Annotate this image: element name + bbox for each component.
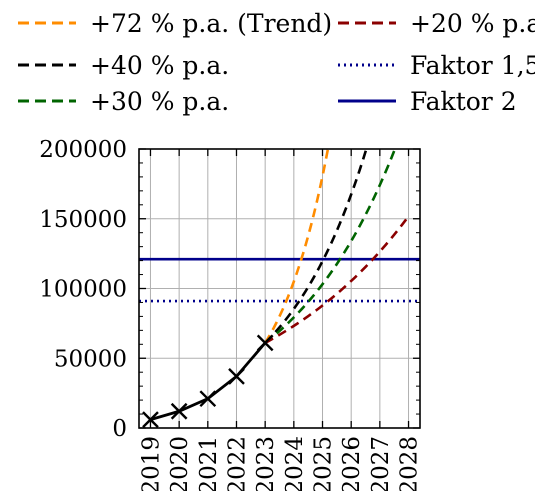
legend-label: +40 % p.a.	[90, 50, 230, 80]
x-tick-label: 2026	[339, 436, 365, 491]
data-point-marker	[142, 411, 159, 428]
legend-line-solid-blue-icon	[338, 99, 396, 103]
x-tick-label: 2024	[282, 436, 308, 491]
x-tick-label: 2027	[368, 436, 394, 491]
marker-stroke	[199, 390, 217, 408]
series-line--40-p-a-	[264, 149, 368, 344]
legend-line-dotted-blue-icon	[338, 63, 396, 67]
data-point-marker	[199, 390, 217, 408]
y-tick-label: 200000	[39, 137, 127, 163]
legend-line-dashed-black-icon	[18, 63, 76, 67]
y-tick-label: 100000	[39, 277, 127, 303]
legend-item-20: +20 % p.a.	[338, 6, 535, 40]
x-tick-label: 2028	[397, 436, 423, 491]
legend: +72 % p.a. (Trend) +40 % p.a. +30 % p.a.…	[0, 0, 535, 130]
legend-label: Faktor 1,5	[410, 50, 535, 80]
legend-item-30: +30 % p.a.	[18, 84, 229, 118]
marker-stroke	[142, 411, 159, 428]
legend-line-dashed-darkred-icon	[338, 21, 396, 25]
marker-stroke	[256, 334, 274, 352]
marker-stroke	[228, 368, 245, 385]
x-tick-label: 2025	[311, 436, 337, 491]
x-tick-label: 2020	[167, 436, 193, 491]
series-line--30-p-a-	[264, 149, 397, 344]
legend-label: +20 % p.a.	[410, 8, 535, 38]
y-tick-label: 50000	[54, 346, 127, 372]
legend-item-faktor-2: Faktor 2	[338, 84, 517, 118]
data-point-marker	[228, 368, 245, 385]
legend-label: +72 % p.a. (Trend)	[90, 8, 333, 38]
legend-label: Faktor 2	[410, 86, 517, 116]
data-point-marker	[256, 334, 274, 352]
legend-line-dashed-orange-icon	[18, 21, 76, 25]
legend-line-dashed-green-icon	[18, 99, 76, 103]
legend-item-40: +40 % p.a.	[18, 48, 229, 82]
data-point-marker	[170, 402, 188, 420]
legend-item-faktor-1-5: Faktor 1,5	[338, 48, 535, 82]
x-tick-label: 2022	[224, 436, 250, 491]
x-tick-label: 2019	[138, 436, 164, 491]
y-tick-label: 0	[112, 416, 127, 442]
x-tick-label: 2021	[196, 436, 222, 491]
marker-stroke	[170, 402, 188, 420]
legend-item-trend-72: +72 % p.a. (Trend)	[18, 6, 332, 40]
series-line--72-p-a-trend-	[264, 149, 330, 344]
legend-label: +30 % p.a.	[90, 86, 230, 116]
plot-area	[139, 149, 420, 421]
series-line--20-p-a-	[264, 215, 410, 345]
x-tick-label: 2023	[253, 436, 279, 491]
y-tick-label: 150000	[39, 207, 127, 233]
